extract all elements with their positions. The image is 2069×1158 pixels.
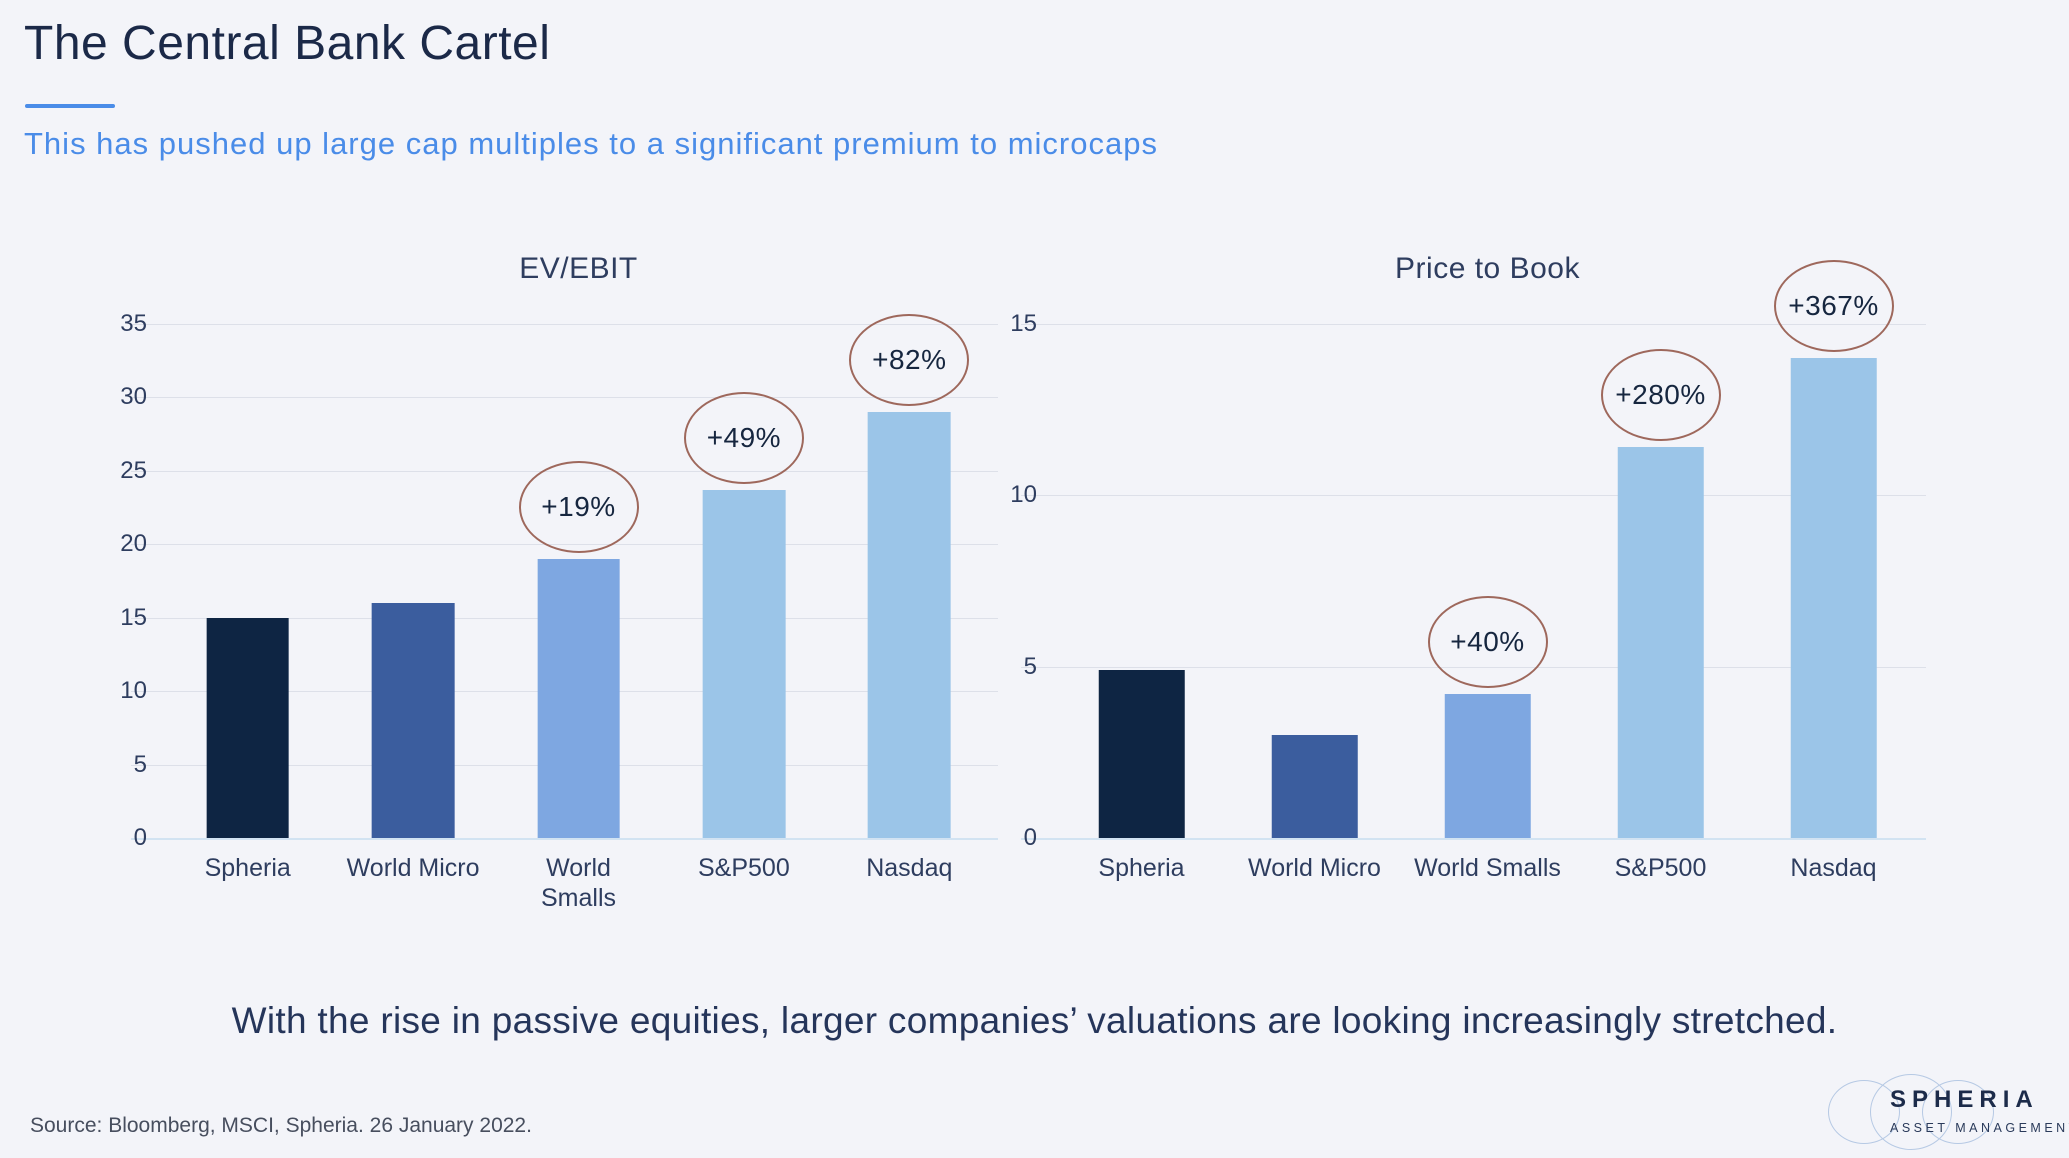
annotation-ellipse: +49%	[683, 391, 804, 484]
x-axis-line	[1021, 838, 1926, 840]
bar-world-micro	[371, 603, 455, 838]
annotation-label: +19%	[541, 490, 616, 522]
page-title: The Central Bank Cartel	[24, 17, 551, 70]
annotation-label: +82%	[872, 344, 947, 376]
y-tick-label: 10	[1010, 481, 1037, 509]
annotation-label: +49%	[706, 421, 782, 453]
bar-s-p500	[702, 489, 786, 838]
source-note: Source: Bloomberg, MSCI, Spheria. 26 Jan…	[30, 1114, 532, 1137]
chart-title-price-to-book: Price to Book	[1395, 252, 1580, 285]
page-subtitle: This has pushed up large cap multiples t…	[24, 126, 1158, 161]
x-axis-label: World Smalls	[1414, 854, 1561, 882]
y-tick-label: 10	[120, 677, 147, 705]
y-tick-label: 20	[120, 530, 147, 558]
bar-world-smalls	[1444, 694, 1531, 838]
y-tick-label: 15	[1010, 310, 1037, 337]
annotation-label: +40%	[1450, 626, 1525, 658]
y-tick-label: 0	[1023, 824, 1037, 851]
bar-nasdaq	[1790, 358, 1877, 838]
x-axis-label: World Micro	[346, 854, 480, 882]
logo-tagline: ASSET MANAGEMENT	[1890, 1121, 2069, 1135]
y-tick-label: 15	[120, 603, 147, 631]
statement: With the rise in passive equities, large…	[231, 1000, 1838, 1041]
chart-ev-ebit: EV/EBIT 0 5 10 15 20 25 30 35 Spheria World Micro…	[120, 252, 998, 932]
x-axis-label: Spheria	[1098, 854, 1185, 882]
gridline	[131, 324, 998, 325]
logo-circles-icon	[1922, 1080, 1994, 1144]
y-tick-label: 25	[120, 456, 147, 484]
plot-area-price-to-book: 0 5 10 15 Spheria World Micro World Smalls S&P5…	[1010, 260, 1926, 882]
annotation-ellipse: +367%	[1773, 260, 1894, 353]
bar-s-p500	[1617, 447, 1704, 838]
x-axis-label: Nasdaq	[866, 854, 953, 882]
x-axis-label: Nasdaq	[1790, 854, 1877, 882]
x-axis-label: Spheria	[204, 854, 291, 882]
y-tick-label: 0	[133, 824, 147, 851]
annotation-ellipse: +82%	[849, 314, 970, 407]
gridline	[1021, 324, 1926, 325]
x-axis-label: World Smalls	[540, 854, 617, 912]
plot-area-ev-ebit: 0 5 10 15 20 25 30 35 Spheria World Micro World Sm…	[120, 310, 998, 912]
chart-title-ev-ebit: EV/EBIT	[519, 252, 638, 285]
annotation-label: +280%	[1615, 379, 1706, 411]
y-tick-label: 35	[120, 310, 147, 337]
bar-world-micro	[1271, 735, 1358, 838]
bar-world-smalls	[537, 558, 620, 838]
gridline	[1021, 495, 1926, 497]
spheria-logo: SPHERIA ASSET MANAGEMENT	[1828, 1072, 2069, 1152]
annotation-ellipse: +40%	[1427, 596, 1548, 689]
bar-nasdaq	[867, 412, 951, 838]
logo-name: SPHERIA	[1890, 1086, 2039, 1113]
bar-spheria	[1098, 670, 1185, 838]
chart-price-to-book: Price to Book 0 5 10 15 Spheria World Micro Wo…	[1010, 252, 1926, 932]
x-axis-label: S&P500	[698, 854, 790, 882]
gridline	[131, 397, 998, 399]
logo-text: SPHERIA ASSET MANAGEMENT	[1890, 1086, 2069, 1135]
bar-spheria	[206, 617, 290, 838]
title-underline	[25, 104, 115, 108]
x-axis-line	[131, 838, 998, 840]
annotation-ellipse: +280%	[1600, 349, 1721, 442]
annotation-label: +367%	[1788, 290, 1879, 322]
x-axis-label: World Micro	[1248, 854, 1381, 882]
annotation-ellipse: +19%	[518, 460, 639, 553]
y-tick-label: 5	[1023, 652, 1037, 680]
y-tick-label: 5	[133, 750, 147, 778]
y-tick-label: 30	[120, 383, 147, 411]
x-axis-label: S&P500	[1614, 854, 1707, 882]
